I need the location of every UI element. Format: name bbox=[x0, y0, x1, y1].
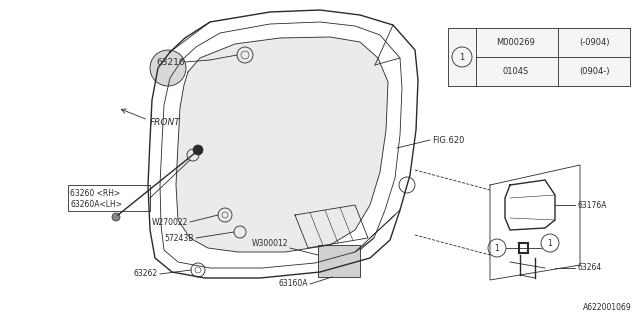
Text: 63262: 63262 bbox=[134, 269, 158, 278]
Text: 63260A<LH>: 63260A<LH> bbox=[70, 199, 122, 209]
Circle shape bbox=[112, 213, 120, 221]
Text: FIG.620: FIG.620 bbox=[432, 135, 465, 145]
Text: 63176A: 63176A bbox=[578, 201, 607, 210]
Text: M000269: M000269 bbox=[497, 37, 536, 46]
Text: 63160A: 63160A bbox=[278, 279, 308, 289]
Circle shape bbox=[193, 145, 203, 155]
Text: 57243B: 57243B bbox=[164, 234, 194, 243]
Bar bbox=[448, 28, 630, 86]
Text: 1: 1 bbox=[460, 52, 465, 61]
Text: 63264: 63264 bbox=[578, 263, 602, 273]
Text: FRONT: FRONT bbox=[150, 117, 180, 126]
Text: 63260 <RH>: 63260 <RH> bbox=[70, 188, 120, 197]
Circle shape bbox=[150, 50, 186, 86]
Text: 1: 1 bbox=[495, 244, 499, 252]
Text: 0104S: 0104S bbox=[503, 67, 529, 76]
Text: (-0904): (-0904) bbox=[579, 37, 609, 46]
Text: (0904-): (0904-) bbox=[579, 67, 609, 76]
Text: W300012: W300012 bbox=[252, 238, 288, 247]
Text: A622001069: A622001069 bbox=[583, 303, 632, 312]
Text: W270022: W270022 bbox=[152, 218, 188, 227]
Bar bbox=[318, 245, 360, 277]
Polygon shape bbox=[176, 37, 388, 252]
Bar bbox=[68, 185, 150, 211]
Text: 63216: 63216 bbox=[156, 58, 185, 67]
Text: 1: 1 bbox=[548, 238, 552, 247]
